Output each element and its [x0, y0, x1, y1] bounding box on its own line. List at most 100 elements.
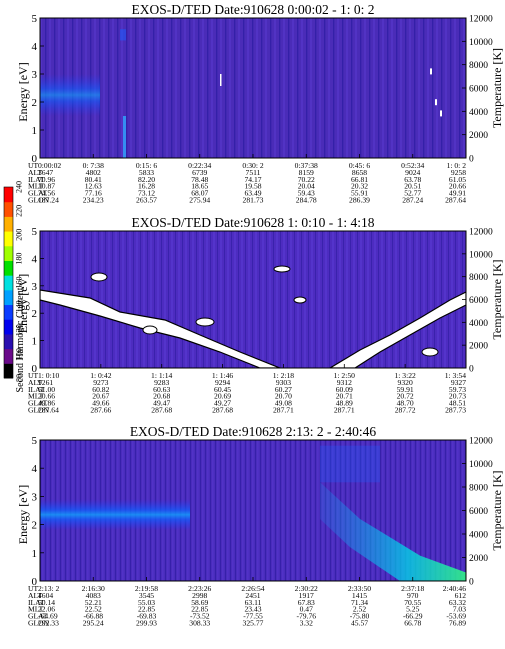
- table-cell: 308.33: [189, 619, 210, 628]
- table-cell: 9258: [451, 168, 466, 177]
- y2-tick-label: 10000: [469, 250, 493, 260]
- table-cell: 8658: [352, 168, 367, 177]
- table-cell: 68.07: [191, 189, 208, 198]
- chart-panel-3: EXOS-D/TED Date:910628 2:13: 2 - 2:40:46…: [16, 424, 504, 628]
- table-cell: 20.69: [214, 392, 231, 401]
- table-cell: 70.22: [298, 175, 315, 184]
- table-cell: 49.66: [92, 399, 109, 408]
- table-cell: 59.43: [298, 189, 315, 198]
- table-cell: 20.32: [351, 182, 368, 191]
- table-cell: 275.94: [189, 196, 210, 205]
- table-cell: 76.89: [449, 619, 466, 628]
- table-cell: 23.43: [244, 605, 261, 614]
- heatmap-band: [40, 499, 190, 531]
- table-cell: 0:45: 6: [349, 161, 371, 170]
- heatmap-saturated-blob: [273, 265, 291, 273]
- colorbar-tick-label: 120: [15, 324, 24, 336]
- y-tick-label: 4: [32, 253, 38, 265]
- table-cell: 60.63: [153, 385, 170, 394]
- table-cell: 2998: [192, 591, 207, 600]
- table-cell: 1: 0:10: [38, 371, 60, 380]
- table-cell: 263.57: [136, 196, 157, 205]
- table-cell: 287.24: [402, 196, 423, 205]
- y2-tick-label: 10000: [469, 460, 493, 470]
- ephemeris-table: UT 0:00:02 0: 7:38 0:15: 6 0:22:34 0:30: 2 0:3…: [28, 161, 466, 205]
- table-cell: 77.16: [85, 189, 102, 198]
- table-row-label: GLAT: [28, 399, 48, 408]
- table-cell: -75.80: [350, 612, 370, 621]
- y-tick-label: 2: [32, 97, 38, 109]
- table-cell: 74.17: [244, 175, 261, 184]
- heatmap-artifact: [430, 68, 432, 75]
- colorbar-swatch: [4, 216, 13, 232]
- heatmap-features: [40, 265, 466, 368]
- table-cell: 49.86: [38, 399, 55, 408]
- y-tick-label: 3: [32, 491, 38, 503]
- colorbar: 80 100 120 140 160 180 200 220 240: [3, 181, 24, 382]
- table-cell: 281.73: [243, 196, 264, 205]
- y2-tick-label: 4000: [469, 531, 488, 541]
- table-cell: 1: 2:18: [273, 371, 295, 380]
- colorbar-swatch: [4, 201, 13, 217]
- table-cell: 60.45: [214, 385, 231, 394]
- table-cell: -53.69: [446, 612, 466, 621]
- y2-axis-label: Temperature [K]: [490, 259, 504, 339]
- table-cell: 58.69: [191, 598, 208, 607]
- table-cell: 71.34: [351, 598, 368, 607]
- table-cell: 3.32: [300, 619, 313, 628]
- table-cell: 70.96: [38, 175, 55, 184]
- y-tick-label: 5: [32, 226, 38, 238]
- y2-tick-label: 0: [469, 365, 474, 375]
- heatmap-saturated-blob: [195, 317, 215, 327]
- colorbar-label: Second Harmonic Current: [15, 287, 26, 392]
- table-cell: 9303: [276, 378, 291, 387]
- table-cell: 55.91: [351, 189, 368, 198]
- table-cell: 20.68: [153, 392, 170, 401]
- table-cell: 9261: [38, 378, 53, 387]
- table-cell: 2:40:46: [443, 584, 466, 593]
- table-cell: -66.88: [83, 612, 103, 621]
- table-row-label: MLT: [28, 182, 44, 191]
- colorbar-swatch: [4, 187, 13, 203]
- heatmap-band: [123, 116, 126, 158]
- table-cell: -66.29: [403, 612, 423, 621]
- table-cell: 61.00: [38, 385, 55, 394]
- table-cell: 63.78: [404, 175, 421, 184]
- colorbar-swatch: [4, 348, 13, 364]
- table-cell: 5.25: [406, 605, 419, 614]
- table-cell: 9273: [93, 378, 108, 387]
- y2-tick-label: 6000: [469, 85, 488, 95]
- table-cell: 49.47: [153, 399, 170, 408]
- heatmap-hot-region: [320, 482, 466, 581]
- heatmap-saturated-band: [328, 291, 466, 368]
- colorbar-swatch: [4, 231, 13, 247]
- table-cell: 0.47: [300, 605, 313, 614]
- table-cell: -77.55: [243, 612, 263, 621]
- table-row-label: ILAT: [28, 598, 45, 607]
- panels: EXOS-D/TED Date:910628 0:00:02 - 1: 0: 2…: [16, 2, 504, 628]
- y-tick-label: 4: [32, 463, 38, 475]
- table-cell: 7511: [246, 168, 261, 177]
- table-row-label: MLT: [28, 392, 44, 401]
- table-cell: 20.66: [38, 392, 55, 401]
- y-tick-label: 0: [32, 153, 38, 165]
- table-cell: -73.52: [190, 612, 210, 621]
- y-tick-label: 1: [32, 548, 38, 560]
- table-row-label: GLAT: [28, 612, 48, 621]
- y2-tick-label: 0: [469, 155, 474, 165]
- chart-panel-1: EXOS-D/TED Date:910628 0:00:02 - 1: 0: 2…: [16, 2, 504, 205]
- ephemeris-table: UT 2:13: 2 2:16:30 2:19:58 2:23:26 2:26:54 2:3…: [28, 584, 466, 628]
- y2-tick-label: 8000: [469, 484, 488, 494]
- table-cell: 4802: [86, 168, 101, 177]
- table-cell: 287.73: [445, 406, 466, 415]
- colorbar-tick-label: 80: [15, 374, 24, 382]
- colorbar-tick-label: 100: [15, 348, 24, 360]
- heatmap-artifact: [220, 74, 222, 86]
- y2-tick-label: 10000: [469, 38, 493, 48]
- table-cell: 287.64: [445, 196, 466, 205]
- heatmap-artifact: [440, 110, 442, 117]
- table-cell: 1: 0:42: [90, 371, 112, 380]
- table-cell: 187.24: [38, 196, 59, 205]
- table-cell: 63.11: [245, 598, 262, 607]
- heatmap-features: [40, 445, 466, 581]
